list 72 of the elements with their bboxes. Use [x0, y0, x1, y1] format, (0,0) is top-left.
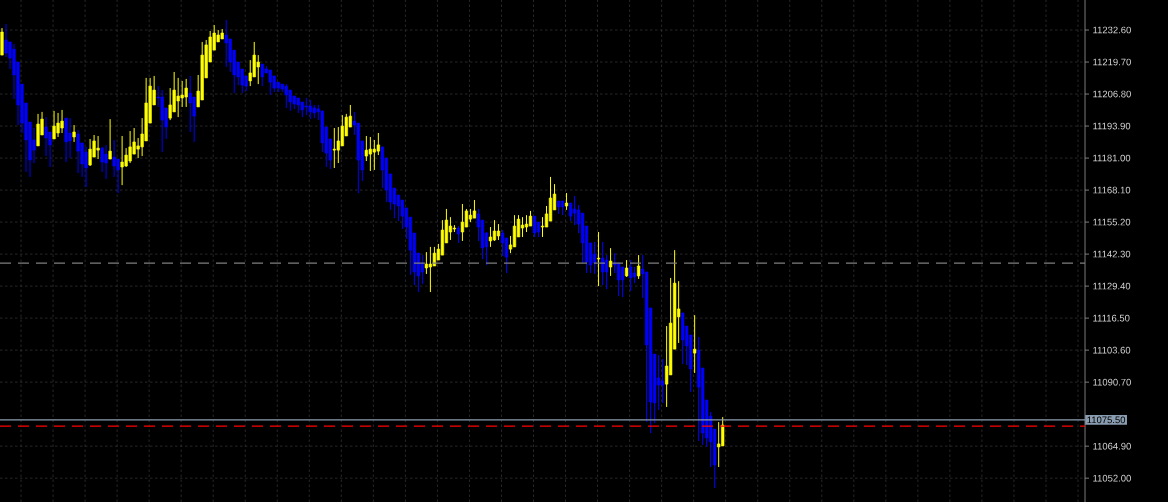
candlestick — [260, 63, 264, 87]
y-tick-label: 11129.40 — [1093, 282, 1131, 290]
candlestick — [372, 139, 376, 171]
candlestick — [308, 99, 312, 120]
y-tick-label: 11232.60 — [1093, 26, 1131, 34]
candlestick — [600, 241, 605, 286]
candlestick — [616, 262, 621, 297]
candlestick — [160, 89, 164, 153]
ref-line-label: 11075.50 — [1087, 416, 1126, 424]
candlestick — [336, 126, 340, 164]
candlestick — [76, 129, 80, 174]
candlestick — [665, 325, 669, 408]
y-tick-label: 11116.50 — [1093, 314, 1130, 322]
y-tick-label: 11181.00 — [1093, 154, 1131, 162]
candlestick — [184, 78, 188, 108]
candlestick — [44, 116, 48, 157]
candlestick — [72, 124, 76, 143]
candlestick — [661, 358, 665, 404]
candlestick — [693, 314, 697, 374]
candlestick — [717, 421, 721, 468]
candlestick — [60, 109, 64, 134]
candlestick — [332, 127, 336, 169]
y-tick-label: 11219.70 — [1093, 58, 1131, 66]
candlestick — [52, 110, 56, 140]
y-tick-label: 11142.30 — [1093, 250, 1131, 258]
candlestick — [512, 214, 517, 248]
candlestick — [4, 23, 8, 58]
y-tick-label: 11168.10 — [1093, 186, 1131, 194]
candlestick — [268, 69, 272, 96]
candlestick — [656, 354, 661, 411]
candlestick — [56, 112, 60, 138]
y-tick-label: 11052.00 — [1093, 474, 1131, 482]
candlestick — [472, 199, 477, 219]
candlestick — [84, 146, 88, 188]
candlestick — [108, 118, 112, 160]
candlestick — [168, 87, 172, 121]
candlestick — [460, 203, 465, 242]
y-tick-label: 11103.60 — [1093, 346, 1131, 354]
candlestick — [592, 241, 597, 275]
candlestick — [620, 266, 625, 298]
candlestick — [488, 226, 493, 248]
candlestick — [36, 113, 40, 147]
candlestick — [104, 144, 108, 180]
candlestick — [596, 231, 601, 287]
candlestick — [64, 117, 68, 163]
y-tick-label: 11064.90 — [1093, 442, 1131, 450]
candlestick — [224, 19, 228, 68]
y-tick-label: 11206.80 — [1093, 90, 1131, 98]
candlestick — [68, 117, 72, 159]
candlestick — [368, 136, 372, 172]
candlestick — [120, 135, 124, 186]
candlestick — [364, 135, 368, 162]
candlestick — [424, 251, 429, 275]
candlestick — [128, 130, 132, 164]
y-tick-label: 11193.90 — [1093, 122, 1131, 130]
candlestick — [112, 139, 116, 178]
candlestick — [420, 254, 425, 285]
candlestick — [284, 83, 288, 109]
candlestick — [96, 135, 100, 160]
candlestick — [188, 75, 192, 133]
candlestick — [256, 54, 260, 85]
candlestick — [380, 146, 384, 189]
candlestick — [0, 27, 4, 56]
candlestick — [500, 229, 505, 257]
candlestick — [176, 77, 180, 118]
candlestick — [604, 254, 609, 290]
y-tick-label: 11155.20 — [1093, 218, 1131, 226]
candlestick — [636, 254, 641, 280]
y-tick-label: 11090.70 — [1093, 378, 1131, 386]
candlestick — [88, 138, 92, 167]
candlestick — [721, 416, 725, 447]
candlestick — [608, 247, 613, 277]
